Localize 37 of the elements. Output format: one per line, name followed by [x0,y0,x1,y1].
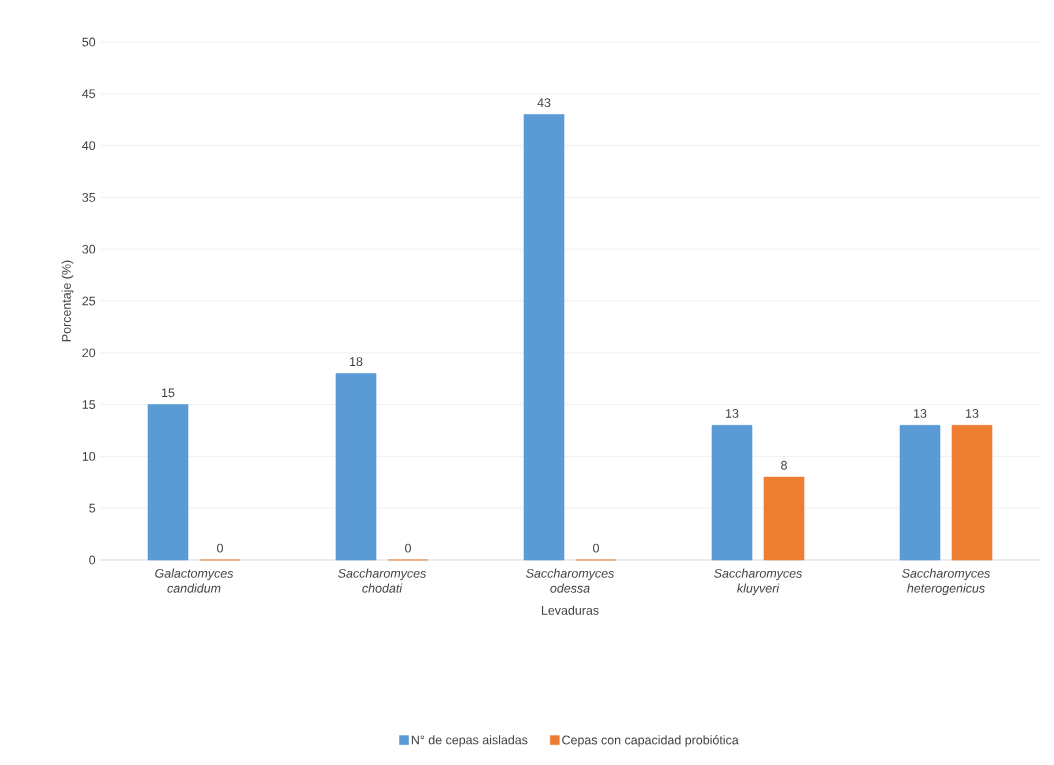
y-tick-label: 35 [82,192,96,202]
data-label: 0 [593,543,599,553]
y-tick-label: 20 [82,348,96,358]
x-tick-label: Saccharomyces odessa [526,568,615,593]
data-label: 43 [537,98,551,108]
y-tick-label: 5 [89,503,96,513]
y-tick-label: 50 [82,37,96,47]
x-tick-label: Saccharomyces heterogenicus [902,568,991,596]
data-label: 0 [217,543,223,553]
bar [763,476,805,561]
bar [523,114,565,561]
data-label: 18 [350,357,363,367]
y-tick-label: 15 [82,400,96,409]
bar [335,373,377,561]
y-tick-label: 25 [82,296,96,306]
data-label: 8 [781,460,787,470]
data-label: 13 [966,409,979,418]
bar [951,425,993,561]
legend-label: Cepas con capacidad probiótica [562,735,739,747]
bar [899,425,941,561]
y-tick-label: 45 [82,89,96,99]
y-tick-label: 0 [89,555,96,565]
data-label: 15 [162,388,175,398]
bar [147,404,189,561]
x-tick-label: Saccharomyces kluyveri [714,568,803,596]
data-label: 13 [726,409,739,418]
data-label: 13 [914,409,927,418]
y-tick-label: 30 [82,244,96,254]
y-tick-label: 10 [82,451,96,461]
x-tick-label: Galactomyces candidum [155,568,234,593]
y-axis-title: Porcentaje (%) [61,260,74,342]
x-tick-label: Saccharomyces chodati [338,568,427,593]
legend-label: N° de cepas aisladas [411,735,528,747]
data-label: 0 [405,543,411,553]
y-tick-label: 40 [82,141,96,150]
bar [711,425,753,561]
x-axis-title: Levaduras [541,605,599,615]
